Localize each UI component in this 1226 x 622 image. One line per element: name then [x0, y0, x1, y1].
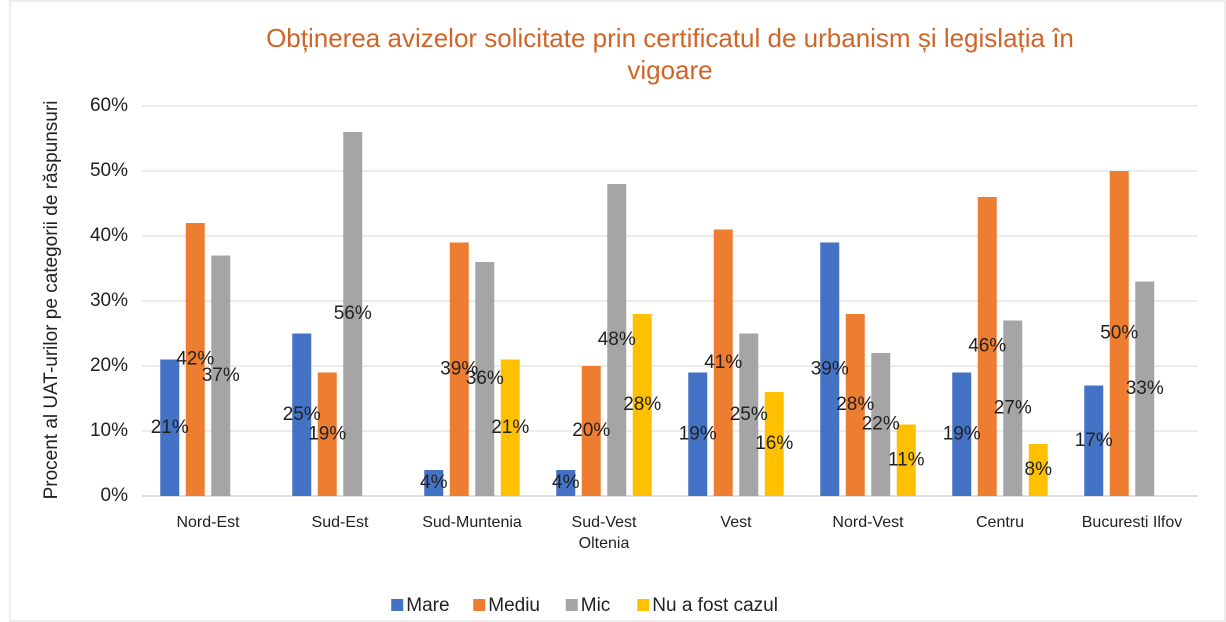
legend-swatch — [391, 599, 404, 611]
data-label: 19% — [943, 423, 981, 444]
y-tick-label: 40% — [90, 225, 128, 246]
data-label: 25% — [730, 404, 768, 425]
chart-frame — [9, 0, 1226, 622]
bar — [185, 223, 205, 496]
data-label: 4% — [552, 472, 580, 493]
bar — [896, 424, 916, 496]
bar — [871, 353, 891, 496]
bar — [952, 372, 972, 496]
data-label: 8% — [1025, 459, 1053, 480]
data-label: 50% — [1100, 323, 1138, 344]
y-tick-label: 10% — [90, 420, 128, 441]
data-label: 42% — [176, 349, 214, 370]
bar — [1135, 281, 1155, 496]
y-tick-label: 20% — [90, 355, 128, 376]
data-label: 16% — [755, 433, 793, 454]
data-label: 56% — [334, 303, 372, 324]
legend-label: Mic — [581, 595, 611, 616]
legend-swatch — [565, 599, 578, 611]
x-tick-label: Sud-Muntenia — [422, 514, 522, 531]
data-label: 17% — [1075, 430, 1113, 451]
y-axis-label: Procent al UAT-urilor pe categorii de ră… — [41, 100, 62, 500]
bar — [607, 184, 627, 496]
data-label: 20% — [572, 420, 610, 441]
x-tick-label: Nord-Est — [176, 514, 240, 531]
data-label: 36% — [466, 368, 504, 389]
legend-swatch — [473, 599, 486, 611]
bar — [1084, 385, 1104, 496]
data-label: 19% — [308, 423, 346, 444]
bar — [211, 255, 231, 496]
bar — [556, 470, 576, 496]
chart-title: Obținerea avizelor solicitate prin certi… — [266, 23, 1074, 85]
x-tick-label: Sud-Est — [311, 514, 369, 531]
bar — [292, 333, 312, 496]
x-tick-label: Sud-Vest Oltenia — [571, 514, 637, 552]
bar — [739, 333, 759, 496]
bar — [820, 242, 840, 496]
bar — [845, 314, 865, 496]
x-tick-label: Centru — [975, 514, 1025, 531]
legend-label: Mediu — [488, 595, 540, 616]
data-label: 21% — [491, 417, 529, 438]
bar — [449, 242, 469, 496]
bar — [500, 359, 520, 496]
data-label: 28% — [623, 394, 661, 415]
legend-swatch — [637, 599, 650, 611]
y-tick-label: 30% — [90, 290, 128, 311]
data-label: 21% — [151, 417, 189, 438]
data-label: 48% — [598, 329, 636, 350]
x-tick-label: Vest — [720, 514, 752, 531]
data-label: 33% — [1126, 378, 1164, 399]
bar — [632, 314, 652, 496]
data-label: 19% — [679, 423, 717, 444]
y-tick-label: 60% — [90, 95, 128, 116]
y-tick-label: 50% — [90, 160, 128, 181]
data-label: 28% — [836, 394, 874, 415]
data-label: 39% — [440, 358, 478, 379]
data-label: 22% — [862, 414, 900, 435]
x-tick-label: Bucuresti Ilfov — [1081, 514, 1183, 531]
bar — [764, 392, 784, 496]
bar — [475, 262, 495, 496]
data-label: 4% — [420, 472, 448, 493]
bar — [713, 229, 733, 496]
data-label: 46% — [968, 336, 1006, 357]
bar — [977, 197, 997, 496]
bar — [688, 372, 708, 496]
bar — [1109, 171, 1129, 496]
bar — [1003, 320, 1023, 496]
bar — [424, 470, 444, 496]
y-tick-label: 0% — [101, 485, 129, 506]
legend-label: Mare — [406, 595, 449, 616]
data-label: 39% — [811, 358, 849, 379]
bar — [581, 366, 601, 496]
bar — [160, 359, 180, 496]
data-label: 11% — [888, 449, 925, 470]
bar — [343, 132, 363, 496]
bar — [317, 372, 337, 496]
data-label: 25% — [283, 404, 321, 425]
x-tick-label: Nord-Vest — [832, 514, 904, 531]
data-label: 37% — [202, 365, 240, 386]
bar — [1028, 444, 1048, 496]
legend-label: Nu a fost cazul — [652, 595, 778, 616]
data-label: 27% — [994, 397, 1032, 418]
data-label: 41% — [704, 352, 742, 373]
